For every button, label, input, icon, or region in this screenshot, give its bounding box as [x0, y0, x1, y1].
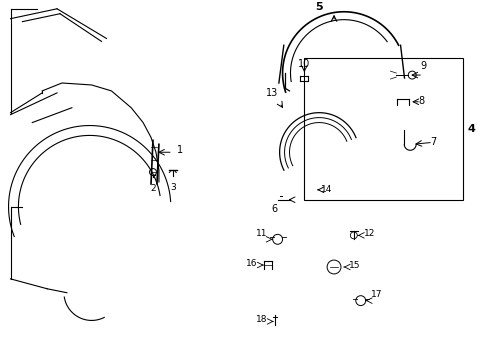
- Text: 7: 7: [429, 138, 435, 147]
- Text: 15: 15: [348, 261, 360, 270]
- Text: 18: 18: [256, 315, 267, 324]
- Text: 4: 4: [467, 124, 474, 134]
- Text: 9: 9: [419, 61, 426, 71]
- Text: 17: 17: [370, 290, 381, 299]
- Text: 6: 6: [271, 204, 277, 214]
- Text: 8: 8: [417, 96, 424, 106]
- Text: 3: 3: [169, 183, 175, 192]
- Text: 5: 5: [315, 2, 323, 12]
- Text: 11: 11: [256, 229, 267, 238]
- Bar: [304, 58, 462, 200]
- Text: 16: 16: [246, 258, 257, 267]
- Text: 12: 12: [363, 229, 374, 238]
- Text: 13: 13: [265, 88, 277, 98]
- Text: 14: 14: [321, 185, 332, 194]
- Text: 1: 1: [176, 145, 183, 155]
- Text: 10: 10: [298, 59, 310, 69]
- Text: 2: 2: [150, 184, 156, 193]
